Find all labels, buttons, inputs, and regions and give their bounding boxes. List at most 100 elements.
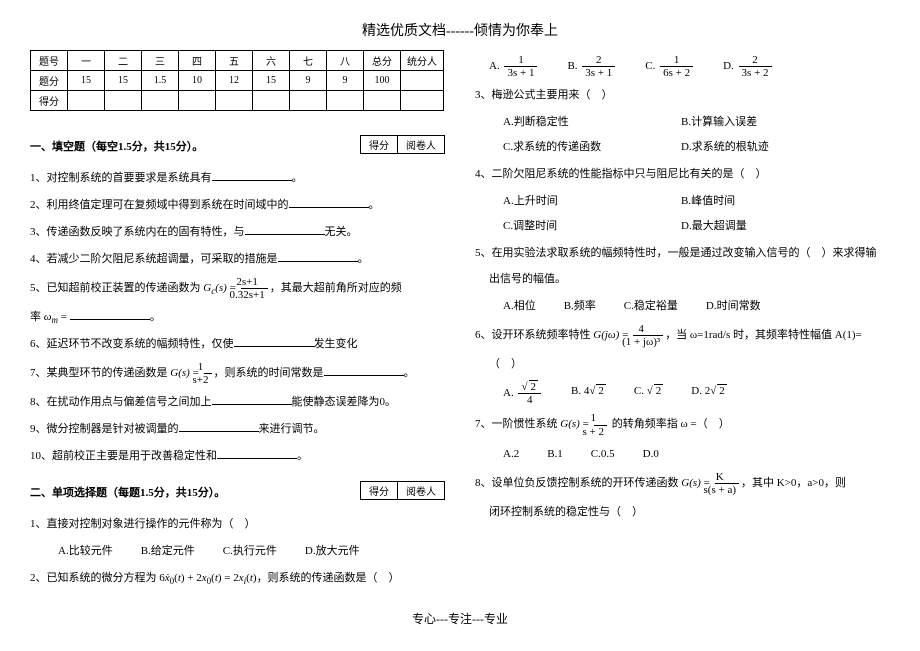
opt-c: C. 16s + 2: [645, 54, 695, 79]
th-1: 一: [68, 51, 105, 71]
p-1: 15: [105, 71, 142, 91]
score-box-left: 得分: [361, 482, 398, 499]
opt-b: B.频率: [564, 296, 596, 317]
s-1: [105, 91, 142, 111]
section2-title: 二、单项选择题（每题1.5分，共15分）。: [30, 484, 225, 500]
blank: [70, 308, 150, 320]
s-7: [327, 91, 364, 111]
s-6: [290, 91, 327, 111]
s2-q7: 7、一阶惯性系统 G(s) = 1s + 2 的转角频率指 ω =（ ）: [489, 412, 890, 437]
blank: [217, 447, 297, 459]
s-0: [68, 91, 105, 111]
s-2: [142, 91, 179, 111]
right-column: A. 13s + 1 B. 23s + 1 C. 16s + 2 D. 23s …: [475, 50, 890, 595]
opt-a: A. 13s + 1: [489, 54, 539, 79]
th-2: 二: [105, 51, 142, 71]
p-3: 10: [179, 71, 216, 91]
s2-q2-opts: A. 13s + 1 B. 23s + 1 C. 16s + 2 D. 23s …: [489, 54, 890, 79]
p-5: 15: [253, 71, 290, 91]
opt-a: A. √24: [503, 381, 543, 406]
opt-d: D.最大超调量: [681, 216, 747, 237]
s2-q1-opts: A.比较元件 B.给定元件 C.执行元件 D.放大元件: [58, 541, 445, 562]
opt-c: C.稳定裕量: [624, 296, 678, 317]
s2-q4-opts: A.上升时间 B.峰值时间: [503, 191, 890, 212]
p-7: 9: [327, 71, 364, 91]
opt-c: C.0.5: [591, 444, 615, 465]
opt-d: D.0: [643, 444, 659, 465]
p-0: 15: [68, 71, 105, 91]
s1-q4: 4、若减少二阶欠阻尼系统超调量，可采取的措施是。: [44, 249, 445, 270]
s-3: [179, 91, 216, 111]
blank: [179, 420, 259, 432]
blank: [212, 169, 292, 181]
blank: [289, 196, 369, 208]
opt-b: B. 4√2: [571, 381, 606, 406]
content-columns: 题号 一 二 三 四 五 六 七 八 总分 统分人 题分 15 15 1.5 1…: [30, 50, 890, 595]
score-label: 得分: [31, 91, 68, 111]
s1-q6: 6、延迟环节不改变系统的幅频特性，仅使发生变化: [44, 334, 445, 355]
opt-d: D. 2√2: [691, 381, 726, 406]
opt-d: D.放大元件: [305, 541, 360, 562]
p-8: 100: [364, 71, 401, 91]
opt-b: B.1: [547, 444, 563, 465]
blank: [278, 250, 358, 262]
s-5: [253, 91, 290, 111]
s2-q4: 4、二阶欠阻尼系统的性能指标中只与阻尼比有关的是（ ）: [489, 164, 890, 185]
blank: [234, 335, 314, 347]
s-8: [364, 91, 401, 111]
s2-q5b: 出信号的幅值。: [489, 269, 890, 290]
blank: [212, 393, 292, 405]
s2-q8: 8、设单位负反馈控制系统的开环传递函数 G(s) = Ks(s + a)，其中 …: [489, 471, 890, 496]
th-6: 六: [253, 51, 290, 71]
s2-q3-opts: A.判断稳定性 B.计算输入误差: [503, 112, 890, 133]
th-5: 五: [216, 51, 253, 71]
opt-a: A.相位: [503, 296, 536, 317]
s-9: [401, 91, 444, 111]
score-box-right: 阅卷人: [398, 482, 444, 499]
opt-c: C.求系统的传递函数: [503, 137, 653, 158]
s2-q2: 2、已知系统的微分方程为 6ẋ0(t) + 2x0(t) = 2xi(t)，则系…: [44, 568, 445, 589]
opt-c: C.调整时间: [503, 216, 653, 237]
score-box-left: 得分: [361, 136, 398, 153]
p-4: 12: [216, 71, 253, 91]
page-header: 精选优质文档------倾情为你奉上: [30, 20, 890, 40]
s2-q5-opts: A.相位 B.频率 C.稳定裕量 D.时间常数: [503, 296, 890, 317]
s1-q3: 3、传递函数反映了系统内在的固有特性，与无关。: [44, 222, 445, 243]
score-box-2: 得分 阅卷人: [360, 481, 445, 500]
p-6: 9: [290, 71, 327, 91]
opt-c: C.执行元件: [223, 541, 277, 562]
s1-q8: 8、在扰动作用点与偏差信号之间加上能使静态误差降为0。: [44, 392, 445, 413]
opt-d: D.求系统的根轨迹: [681, 137, 769, 158]
opt-d: D.时间常数: [706, 296, 761, 317]
s1-q9: 9、微分控制器是针对被调量的来进行调节。: [44, 419, 445, 440]
opt-b: B.计算输入误差: [681, 112, 757, 133]
s1-q7: 7、某典型环节的传递函数是 G(s) = 1s+2，则系统的时间常数是。: [44, 361, 445, 386]
s1-q10: 10、超前校正主要是用于改善稳定性和。: [44, 446, 445, 467]
s1-q5c: 率 ωm = 。: [30, 307, 445, 328]
left-column: 题号 一 二 三 四 五 六 七 八 总分 统分人 题分 15 15 1.5 1…: [30, 50, 445, 595]
opt-a: A.上升时间: [503, 191, 653, 212]
th-4: 四: [179, 51, 216, 71]
s1-q5: 5、已知超前校正装置的传递函数为 Gc(s) = 2s+10.32s+1，其最大…: [44, 276, 445, 301]
opt-b: B.给定元件: [141, 541, 195, 562]
opt-a: A.比较元件: [58, 541, 113, 562]
th-9: 总分: [364, 51, 401, 71]
s-4: [216, 91, 253, 111]
s1-q2: 2、利用终值定理可在复频域中得到系统在时间域中的。: [44, 195, 445, 216]
s2-q1: 1、直接对控制对象进行操作的元件称为（ ）: [44, 514, 445, 535]
th-0: 题号: [31, 51, 68, 71]
s1-q1: 1、对控制系统的首要要求是系统具有。: [44, 168, 445, 189]
s2-q3-opts2: C.求系统的传递函数 D.求系统的根轨迹: [503, 137, 890, 158]
s2-q3: 3、梅逊公式主要用来（ ）: [489, 85, 890, 106]
opt-d: D. 23s + 2: [723, 54, 773, 79]
s2-q6: 6、设开环系统频率特性 G(jω) = 4(1 + jω)³，当 ω=1rad/…: [489, 323, 890, 348]
opt-a: A.2: [503, 444, 519, 465]
th-8: 八: [327, 51, 364, 71]
th-7: 七: [290, 51, 327, 71]
opt-b: B.峰值时间: [681, 191, 735, 212]
section1-title: 一、填空题（每空1.5分，共15分）。: [30, 138, 203, 154]
p-9: [401, 71, 444, 91]
s2-q6-opts: A. √24 B. 4√2 C. √2 D. 2√2: [503, 381, 890, 406]
opt-c: C. √2: [634, 381, 663, 406]
score-box-right: 阅卷人: [398, 136, 444, 153]
